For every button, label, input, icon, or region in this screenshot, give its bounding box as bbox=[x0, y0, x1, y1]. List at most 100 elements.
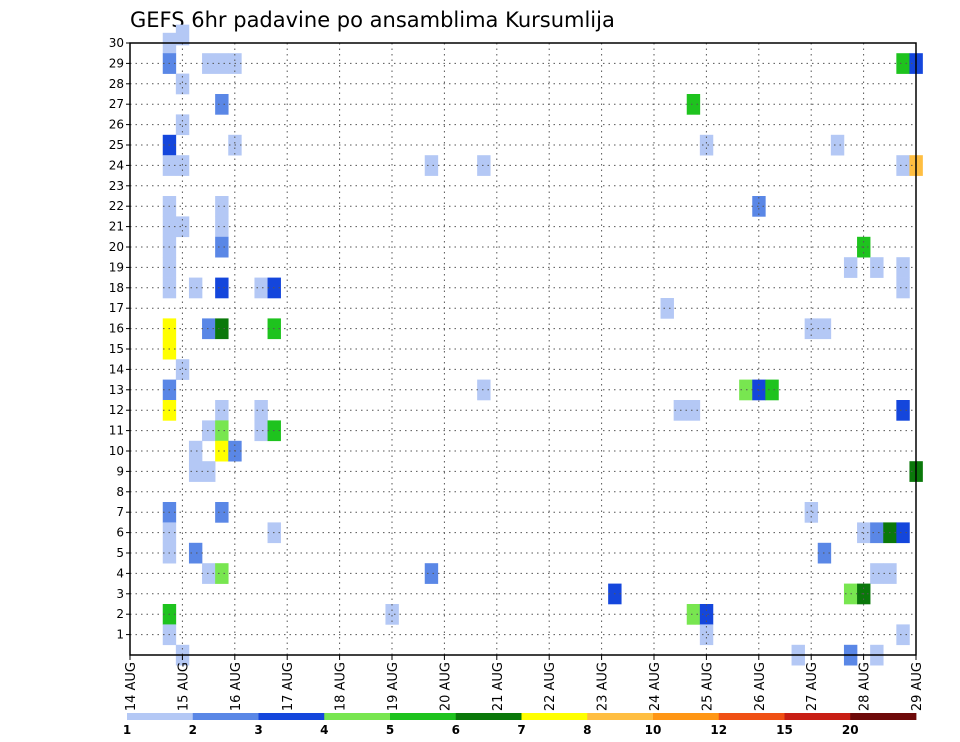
heatmap-cell bbox=[202, 420, 216, 442]
colorbar-segment bbox=[127, 713, 194, 720]
heatmap-cell bbox=[385, 604, 399, 625]
heatmap-cell bbox=[477, 155, 491, 176]
heatmap-cell bbox=[765, 379, 779, 401]
heatmap-cell bbox=[804, 318, 819, 340]
y-tick-label: 22 bbox=[109, 199, 124, 213]
heatmap-cell bbox=[752, 196, 766, 217]
heatmap-cell bbox=[175, 216, 190, 238]
heatmap-cell bbox=[896, 277, 910, 299]
x-tick-label: 18 AUG bbox=[334, 662, 349, 711]
colorbar: 1 2 3 4 5 6 7 8 10 12 15 20 bbox=[123, 713, 917, 737]
heatmap-cell bbox=[188, 542, 203, 564]
heatmap-cell bbox=[699, 604, 714, 625]
heatmap-cell bbox=[896, 257, 910, 278]
y-axis: 1234567891011121314151617181920212223242… bbox=[109, 36, 130, 642]
y-tick-label: 9 bbox=[116, 464, 124, 478]
heatmap-cell bbox=[686, 400, 701, 421]
heatmap-cell bbox=[215, 400, 229, 421]
x-tick-label: 16 AUG bbox=[229, 662, 244, 711]
heatmap-cell bbox=[188, 440, 203, 462]
y-tick-label: 13 bbox=[109, 383, 124, 397]
heatmap-cell bbox=[175, 114, 190, 136]
heatmap-cell bbox=[215, 502, 229, 523]
heatmap-cell bbox=[188, 461, 203, 482]
y-tick-label: 11 bbox=[109, 424, 124, 438]
y-tick-label: 28 bbox=[109, 77, 124, 91]
colorbar-label: 4 bbox=[320, 723, 328, 737]
heatmap-cell bbox=[896, 624, 910, 646]
heatmap-cell bbox=[686, 604, 701, 625]
heatmap-cell bbox=[175, 73, 190, 95]
heatmap-cell bbox=[254, 277, 268, 299]
y-tick-label: 30 bbox=[109, 36, 124, 50]
heatmap-cell bbox=[215, 440, 229, 462]
heatmap-cell bbox=[896, 155, 910, 176]
plot-frame bbox=[129, 42, 917, 656]
heatmap-cell bbox=[175, 155, 190, 176]
colorbar-label: 1 bbox=[123, 723, 131, 737]
heatmap-cell bbox=[739, 379, 753, 401]
y-tick-label: 4 bbox=[116, 566, 124, 580]
colorbar-label: 12 bbox=[710, 723, 727, 737]
y-tick-label: 12 bbox=[109, 403, 124, 417]
heatmap-cell bbox=[215, 196, 229, 217]
heatmap-cell bbox=[215, 563, 229, 584]
heatmap-cell bbox=[870, 257, 884, 278]
heatmap-cell bbox=[202, 318, 216, 340]
y-tick-label: 15 bbox=[109, 342, 124, 356]
heatmap-cell bbox=[699, 624, 714, 646]
y-tick-label: 23 bbox=[109, 179, 124, 193]
colorbar-segment bbox=[258, 713, 325, 720]
colorbar-label: 5 bbox=[386, 723, 394, 737]
x-tick-label: 23 AUG bbox=[596, 662, 611, 711]
heatmap-cell bbox=[254, 420, 268, 442]
colorbar-segment bbox=[521, 713, 588, 720]
y-tick-label: 1 bbox=[116, 628, 124, 642]
x-tick-label: 24 AUG bbox=[648, 662, 663, 711]
x-tick-label: 28 AUG bbox=[858, 662, 873, 711]
colorbar-label: 6 bbox=[452, 723, 460, 737]
y-tick-label: 18 bbox=[109, 281, 124, 295]
heatmap-cell bbox=[202, 563, 216, 584]
heatmap-cell bbox=[424, 155, 439, 176]
x-tick-label: 29 AUG bbox=[910, 662, 925, 711]
x-tick-label: 20 AUG bbox=[438, 662, 453, 711]
colorbar-segment bbox=[324, 713, 391, 720]
heatmap-cell bbox=[215, 420, 229, 442]
heatmap-cell bbox=[254, 400, 268, 421]
x-tick-label: 17 AUG bbox=[281, 662, 296, 711]
heatmap-cell bbox=[215, 216, 229, 238]
colorbar-segment bbox=[718, 713, 785, 720]
colorbar-label: 20 bbox=[842, 723, 859, 737]
y-tick-label: 10 bbox=[109, 444, 124, 458]
y-tick-label: 17 bbox=[109, 301, 124, 315]
x-tick-label: 15 AUG bbox=[176, 662, 191, 711]
colorbar-label: 10 bbox=[645, 723, 662, 737]
y-tick-label: 7 bbox=[116, 505, 124, 519]
y-tick-label: 2 bbox=[116, 607, 124, 621]
colorbar-segment bbox=[587, 713, 654, 720]
colorbar-segment bbox=[653, 713, 720, 720]
colorbar-label: 15 bbox=[776, 723, 793, 737]
heatmap-cell bbox=[686, 94, 701, 115]
chart-title: GEFS 6hr padavine po ansamblima Kursumli… bbox=[130, 8, 615, 32]
heatmap-cell bbox=[896, 400, 910, 421]
x-tick-label: 25 AUG bbox=[700, 662, 715, 711]
colorbar-label: 3 bbox=[254, 723, 262, 737]
y-tick-label: 5 bbox=[116, 546, 124, 560]
y-tick-label: 26 bbox=[109, 118, 124, 132]
x-tick-label: 14 AUG bbox=[124, 662, 139, 711]
y-tick-label: 8 bbox=[116, 485, 124, 499]
heatmap-cell bbox=[175, 24, 190, 46]
colorbar-segment bbox=[784, 713, 851, 720]
y-tick-label: 25 bbox=[109, 138, 124, 152]
colorbar-label: 8 bbox=[583, 723, 591, 737]
heatmap-cell bbox=[215, 318, 229, 340]
y-tick-label: 14 bbox=[109, 362, 124, 376]
x-tick-label: 19 AUG bbox=[386, 662, 401, 711]
heatmap-cell bbox=[896, 522, 910, 544]
heatmap-cell bbox=[699, 134, 714, 156]
heatmap-cell bbox=[215, 236, 229, 258]
grid-layer bbox=[129, 42, 917, 655]
